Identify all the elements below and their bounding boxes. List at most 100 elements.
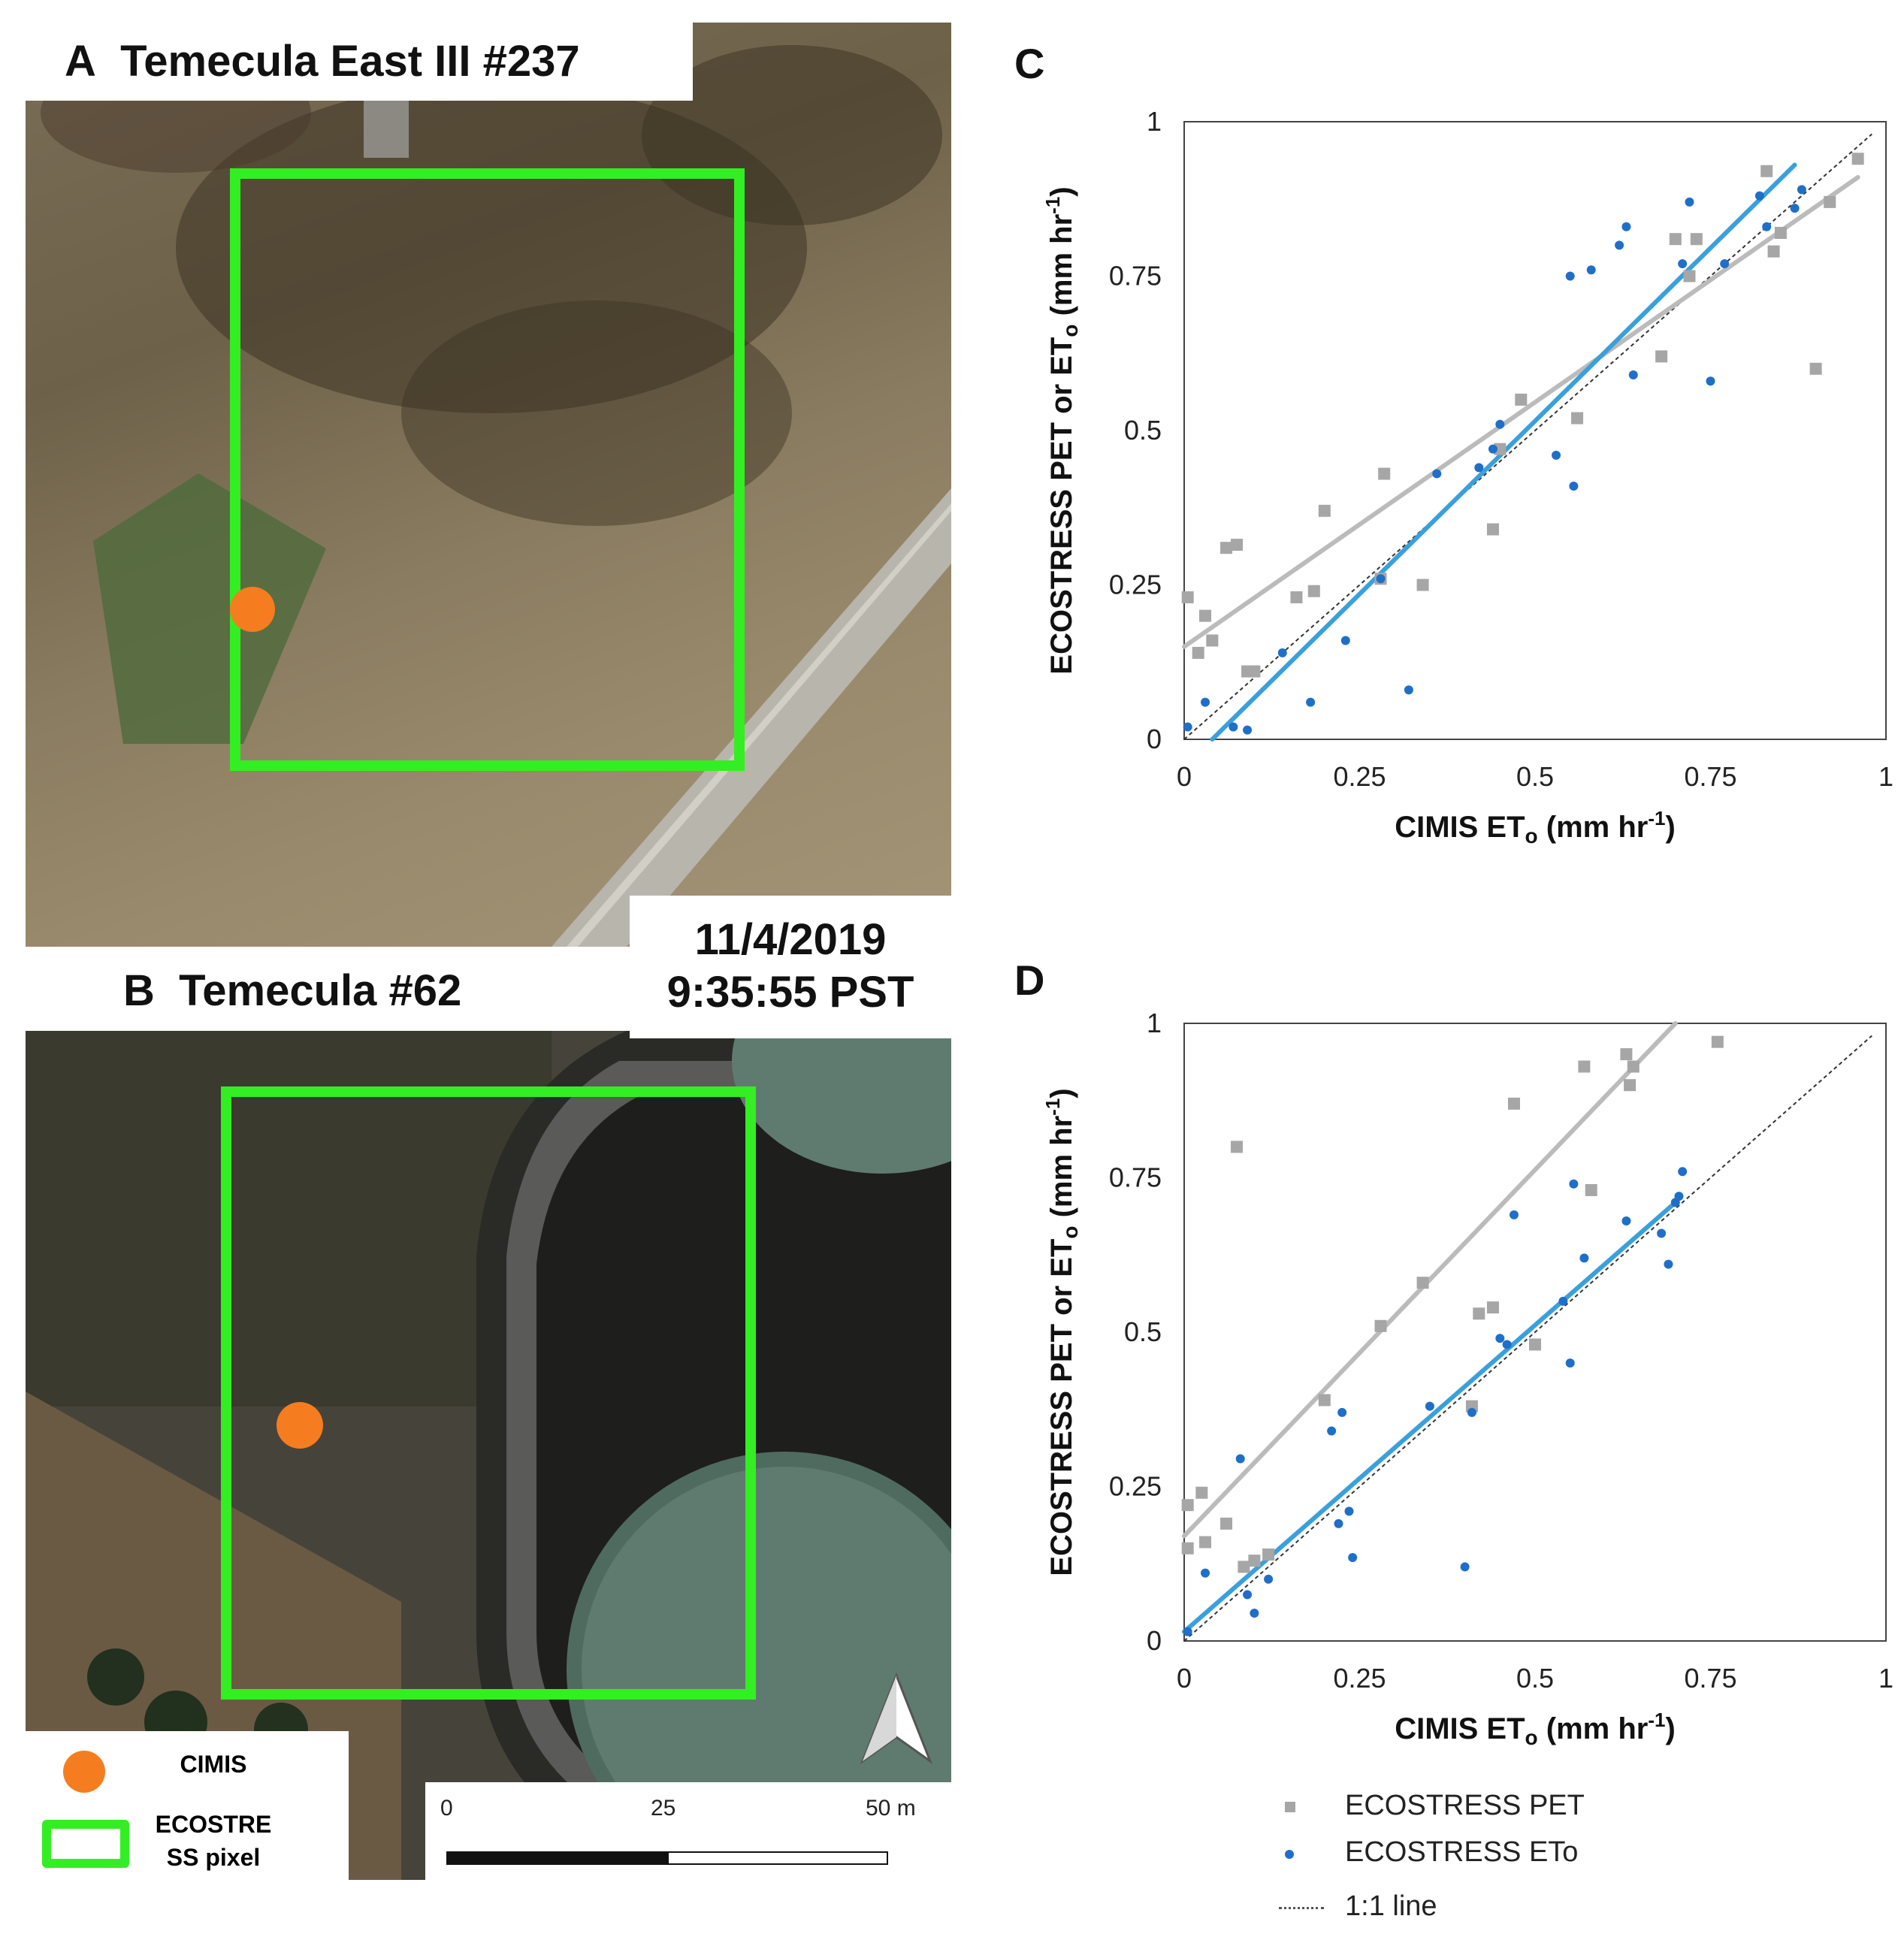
pet-point-d — [1529, 1338, 1541, 1351]
panel-b-letter: B — [123, 966, 155, 1015]
north-arrow-icon — [860, 1672, 933, 1765]
scale-tick-0: 0 — [440, 1796, 453, 1821]
pet-point-c — [1571, 412, 1584, 425]
panel-a-title-text: Temecula East III #237 — [120, 37, 580, 86]
x-tick-label-c: 0.5 — [1516, 761, 1554, 792]
panel-c-letter: C — [1014, 40, 1044, 87]
legend-eto-marker — [1285, 1850, 1294, 1859]
eto-point-d — [1664, 1259, 1673, 1269]
y-tick-label-c: 0 — [1147, 724, 1162, 754]
pet-point-d — [1620, 1048, 1633, 1061]
timestamp-box: 11/4/2019 9:35:55 PST — [630, 896, 951, 1038]
eto-point-c — [1229, 722, 1238, 732]
legend-eto-label: ECOSTRESS ETo — [1345, 1836, 1579, 1868]
eto-point-d — [1558, 1296, 1568, 1306]
pet-point-c — [1416, 579, 1429, 591]
pet-point-d — [1416, 1277, 1429, 1289]
panel-b-title-text: Temecula #62 — [179, 966, 462, 1015]
eto-point-c — [1488, 444, 1498, 454]
y-tick-label-c: 0.75 — [1109, 261, 1162, 292]
eto-point-d — [1678, 1167, 1688, 1177]
eto-point-c — [1552, 450, 1561, 460]
y-axis-label-d: ECOSTRESS PET or ETo (mm hr-1) — [1041, 1088, 1082, 1576]
pet-point-d — [1220, 1517, 1233, 1530]
pet-point-d — [1248, 1555, 1261, 1567]
pet-point-c — [1669, 233, 1682, 246]
pet-point-d — [1181, 1499, 1194, 1512]
eto-point-d — [1657, 1228, 1667, 1238]
eto-point-d — [1235, 1454, 1245, 1464]
x-tick-label-c: 0 — [1177, 761, 1192, 792]
pet-point-c — [1290, 591, 1303, 603]
eto-point-d — [1502, 1340, 1512, 1349]
scale-bar-black — [446, 1851, 669, 1865]
eto-point-d — [1460, 1562, 1470, 1572]
eto-point-c — [1754, 191, 1764, 201]
pet-point-d — [1486, 1301, 1499, 1314]
x-tick-label-c: 0.75 — [1684, 761, 1736, 792]
timestamp-date: 11/4/2019 — [694, 915, 887, 964]
eto-point-d — [1348, 1553, 1358, 1563]
eto-point-c — [1586, 265, 1596, 275]
panel-a-letter: A — [65, 37, 96, 86]
panel-a-pixel-box — [230, 168, 745, 771]
scale-tick-50: 50 m — [866, 1796, 916, 1821]
y-tick-label-d: 1 — [1147, 1008, 1162, 1038]
plot-frame-d — [1183, 1023, 1887, 1642]
chart-legend: ECOSTRESS PET ECOSTRESS ETo 1:1 line — [1270, 1788, 1721, 1938]
x-tick-label-d: 0 — [1177, 1663, 1192, 1694]
eto-point-c — [1306, 697, 1316, 707]
eto-point-c — [1277, 648, 1287, 657]
eto-point-c — [1678, 259, 1688, 269]
eto-point-c — [1432, 469, 1442, 479]
y-axis-label-c: ECOSTRESS PET or ETo (mm hr-1) — [1041, 186, 1082, 674]
x-tick-label-d: 0.5 — [1516, 1663, 1554, 1694]
pet-point-c — [1690, 233, 1703, 246]
pet-point-d — [1262, 1548, 1275, 1561]
pet-point-d — [1473, 1307, 1485, 1320]
x-axis-label-c: CIMIS ETo (mm hr-1) — [1395, 807, 1676, 848]
pet-point-c — [1206, 634, 1219, 647]
pet-point-c — [1760, 165, 1773, 177]
pet-point-c — [1192, 646, 1204, 659]
pet-fit-line-c — [1182, 174, 1860, 649]
pet-point-d — [1624, 1079, 1637, 1092]
eto-point-d — [1243, 1590, 1253, 1600]
panel-b-station-marker — [277, 1402, 323, 1449]
eto-point-c — [1183, 722, 1192, 732]
eto-point-c — [1762, 222, 1772, 231]
x-tick-label-d: 0.25 — [1333, 1663, 1386, 1694]
pet-point-c — [1824, 195, 1836, 208]
eto-point-d — [1337, 1407, 1347, 1417]
eto-point-d — [1495, 1334, 1505, 1343]
pet-point-d — [1318, 1394, 1331, 1407]
eto-point-d — [1344, 1506, 1354, 1516]
eto-point-c — [1615, 240, 1624, 250]
panel-a-satellite-image — [26, 23, 951, 947]
panel-a-title: A Temecula East III #237 — [26, 23, 693, 101]
x-tick-label-c: 1 — [1878, 761, 1893, 792]
y-tick-label-d: 0.5 — [1124, 1316, 1162, 1347]
legend-station-icon — [63, 1751, 105, 1793]
eto-point-d — [1425, 1401, 1434, 1411]
eto-point-c — [1569, 481, 1579, 491]
plot-frame-c — [1183, 121, 1887, 740]
eto-point-c — [1720, 259, 1730, 269]
pet-point-d — [1238, 1561, 1250, 1573]
panel-b-title: B Temecula #62 — [26, 951, 610, 1031]
chart-d: 0 0.25 0.5 0.75 1 0 0.25 0.5 0.75 1 CIMIS ETo (mm … — [1041, 1008, 1893, 1749]
y-tick-label-d: 0.25 — [1109, 1471, 1162, 1502]
legend-1to1-marker — [1279, 1907, 1324, 1909]
eto-point-c — [1404, 685, 1413, 695]
panel-b-satellite-image — [26, 1031, 951, 1880]
eto-point-c — [1797, 185, 1806, 195]
pet-point-c — [1378, 467, 1391, 480]
pet-point-d — [1231, 1141, 1244, 1153]
reference-line-c — [1183, 133, 1872, 740]
pet-point-c — [1181, 591, 1194, 603]
eto-point-c — [1685, 197, 1694, 207]
panel-b-pixel-box — [221, 1086, 756, 1700]
legend-pixel-icon — [42, 1820, 129, 1868]
y-tick-label-c: 1 — [1147, 106, 1162, 137]
eto-point-c — [1706, 376, 1715, 386]
